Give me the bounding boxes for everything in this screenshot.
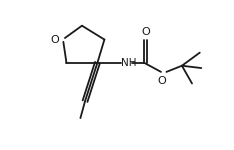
Text: O: O	[157, 76, 166, 86]
Text: O: O	[141, 27, 150, 37]
Text: O: O	[51, 34, 59, 45]
Text: NH: NH	[121, 58, 137, 68]
